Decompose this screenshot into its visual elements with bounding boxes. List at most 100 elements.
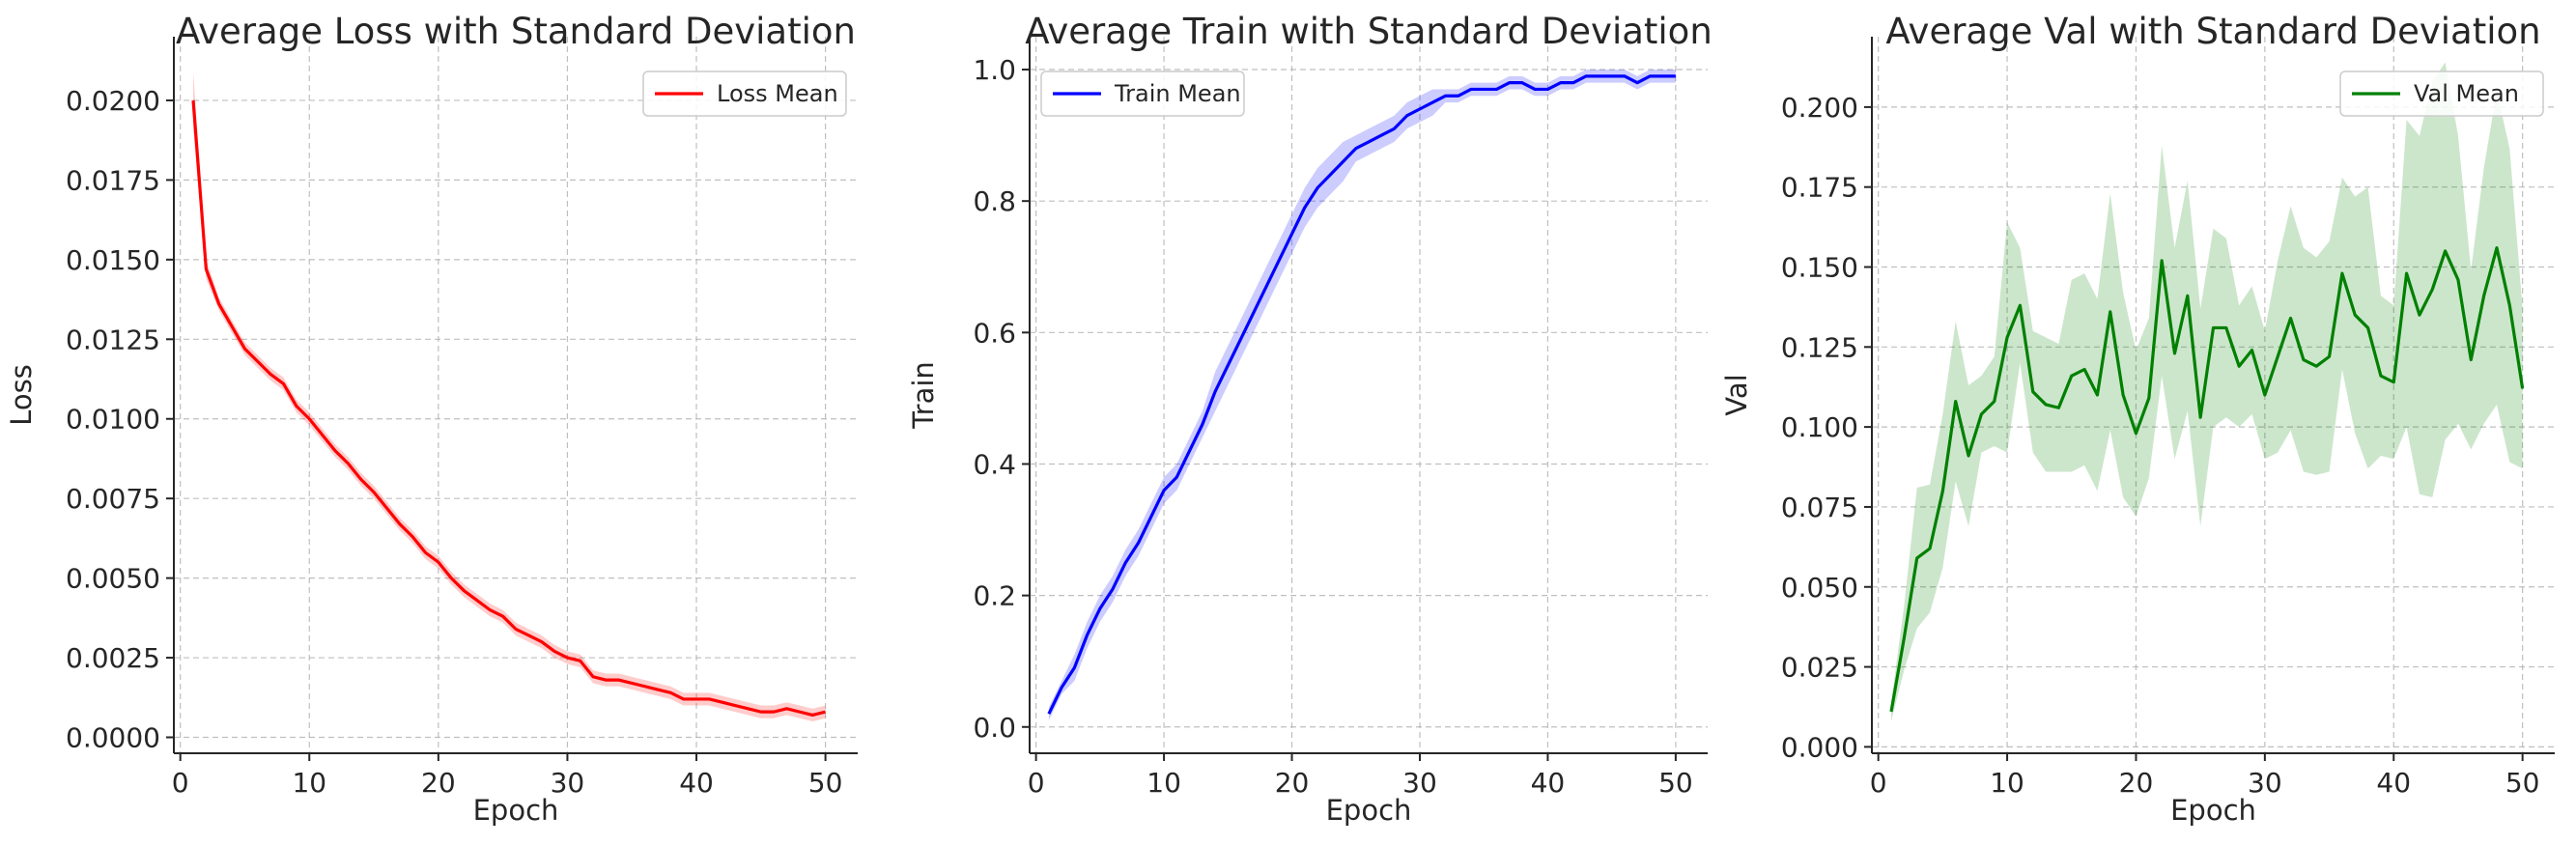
data-point bbox=[1967, 455, 1969, 457]
data-point bbox=[2264, 394, 2266, 396]
data-point bbox=[373, 491, 375, 493]
y-tick-label: 0.0075 bbox=[66, 483, 160, 515]
x-tick-label: 10 bbox=[292, 767, 326, 799]
data-point bbox=[1675, 75, 1677, 77]
data-point bbox=[359, 478, 361, 480]
data-point bbox=[438, 561, 439, 563]
data-point bbox=[824, 711, 826, 713]
y-tick-label: 0.0200 bbox=[66, 85, 160, 117]
legend-box bbox=[1040, 70, 1245, 117]
x-tick-label: 40 bbox=[1531, 767, 1566, 799]
data-point bbox=[1941, 490, 1943, 492]
data-point bbox=[2354, 314, 2356, 316]
data-point bbox=[2457, 279, 2459, 281]
data-point bbox=[1278, 259, 1280, 261]
data-point bbox=[2277, 355, 2279, 357]
data-point bbox=[2212, 326, 2214, 328]
y-tick-label: 0.025 bbox=[1781, 652, 1858, 684]
y-tick-label: 0.100 bbox=[1781, 411, 1858, 443]
data-point bbox=[2199, 416, 2201, 418]
data-point bbox=[1649, 75, 1651, 77]
data-point bbox=[489, 608, 491, 610]
data-point bbox=[2019, 304, 2021, 306]
data-point bbox=[411, 536, 413, 538]
data-point bbox=[231, 325, 233, 327]
data-point bbox=[347, 463, 349, 465]
y-tick-label: 0.150 bbox=[1781, 252, 1858, 284]
data-point bbox=[605, 679, 607, 681]
chart-title: Average Val with Standard Deviation bbox=[1885, 11, 2540, 52]
y-tick-label: 0.200 bbox=[1781, 92, 1858, 124]
data-point bbox=[1112, 588, 1114, 590]
data-point bbox=[618, 679, 620, 681]
data-point bbox=[2380, 375, 2382, 377]
data-point bbox=[1406, 114, 1408, 116]
data-point bbox=[2148, 397, 2150, 399]
legend: Val Mean bbox=[2339, 70, 2544, 117]
data-point bbox=[321, 434, 323, 436]
data-point bbox=[2045, 404, 2047, 406]
mean-line bbox=[1889, 246, 2525, 713]
data-point bbox=[2315, 365, 2317, 367]
data-point bbox=[296, 405, 297, 407]
y-tick-label: 0.0125 bbox=[66, 324, 160, 355]
data-point bbox=[1239, 338, 1241, 340]
data-point bbox=[1890, 711, 1892, 713]
data-point bbox=[424, 551, 426, 553]
data-point bbox=[734, 704, 736, 706]
data-point bbox=[1444, 95, 1446, 97]
data-point bbox=[2109, 311, 2111, 313]
data-point bbox=[2071, 375, 2073, 377]
y-tick-label: 0.0 bbox=[973, 712, 1016, 744]
data-point bbox=[2405, 272, 2407, 274]
x-tick-label: 20 bbox=[421, 767, 456, 799]
x-tick-label: 30 bbox=[2248, 767, 2282, 799]
data-point bbox=[2496, 246, 2498, 248]
data-point bbox=[2328, 355, 2330, 357]
data-point bbox=[1073, 666, 1075, 668]
y-tick-label: 0.4 bbox=[973, 448, 1016, 480]
data-point bbox=[631, 682, 633, 684]
y-tick-label: 0.0000 bbox=[66, 722, 160, 754]
data-point bbox=[1253, 312, 1255, 314]
data-point bbox=[257, 360, 259, 362]
data-point bbox=[1508, 81, 1510, 83]
y-tick-label: 0.6 bbox=[973, 317, 1016, 349]
x-tick-label: 0 bbox=[1870, 767, 1887, 799]
data-point bbox=[1419, 108, 1421, 110]
y-tick-label: 0.125 bbox=[1781, 331, 1858, 363]
y-tick-label: 1.0 bbox=[973, 54, 1016, 86]
data-point bbox=[1915, 557, 1917, 559]
data-point bbox=[1304, 207, 1306, 209]
data-point bbox=[708, 698, 710, 700]
x-tick-label: 50 bbox=[1658, 767, 1693, 799]
data-point bbox=[2122, 394, 2124, 396]
data-point bbox=[2032, 390, 2034, 392]
data-point bbox=[1624, 75, 1626, 77]
data-point bbox=[2470, 358, 2472, 360]
y-tick-label: 0.075 bbox=[1781, 492, 1858, 523]
data-point bbox=[1150, 516, 1152, 518]
data-point bbox=[1636, 81, 1638, 83]
chart-panel-2: 0 10 20 30 40 50 0.0 0.2 0.4 0.6 0.8 1.0 Average Tra… bbox=[907, 11, 1713, 827]
data-point bbox=[566, 657, 568, 659]
data-point bbox=[1380, 134, 1382, 136]
data-point bbox=[1086, 634, 1088, 635]
data-point bbox=[2057, 407, 2059, 408]
y-tick-label: 0.0100 bbox=[66, 404, 160, 436]
data-point bbox=[2006, 336, 2008, 338]
x-tick-label: 50 bbox=[2505, 767, 2540, 799]
y-tick-label: 0.2 bbox=[973, 580, 1016, 612]
legend-label: Val Mean bbox=[2414, 80, 2519, 107]
data-point bbox=[334, 450, 336, 452]
data-point bbox=[1355, 148, 1357, 150]
data-point bbox=[399, 522, 401, 524]
data-point bbox=[799, 711, 801, 713]
x-tick-label: 10 bbox=[1146, 767, 1181, 799]
x-tick-label: 30 bbox=[551, 767, 585, 799]
legend: Train Mean bbox=[1040, 70, 1245, 117]
data-point bbox=[580, 660, 581, 662]
x-tick-label: 0 bbox=[172, 767, 189, 799]
data-point bbox=[643, 686, 645, 688]
